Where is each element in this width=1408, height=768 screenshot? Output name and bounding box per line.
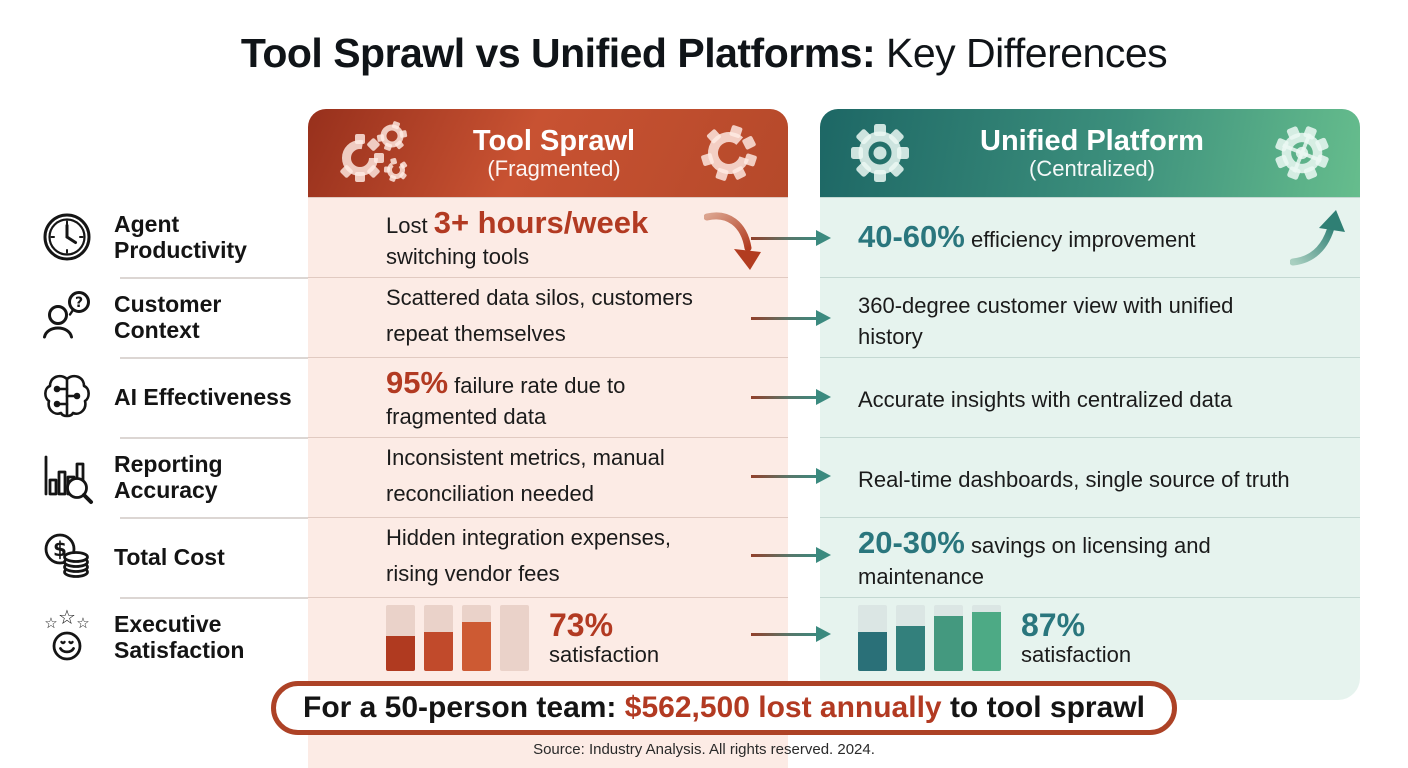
satisfaction-bar-chart-sprawl — [386, 604, 529, 671]
row-label-customer-context: ? Customer Context — [36, 277, 310, 357]
unified-platform-title-text: Unified Platform — [980, 125, 1204, 158]
unified-cell-reporting-accuracy: Real-time dashboards, single source of t… — [820, 437, 1360, 517]
svg-text:☆: ☆ — [76, 614, 89, 632]
cell-highlight: 40-60% — [858, 219, 965, 255]
unified-platform-header: Unified Platform (Centralized) — [820, 109, 1360, 197]
gear-centralized-right-icon — [1270, 121, 1334, 185]
sprawl-cell-executive-satisfaction: 73% satisfaction — [308, 597, 788, 677]
sprawl-cell-total-cost: Hidden integration expenses, rising vend… — [308, 517, 788, 597]
cell-text: Accurate insights with centralized data — [858, 387, 1233, 413]
cell-text: switching tools — [386, 244, 530, 270]
cost-callout-banner: For a 50-person team: $562,500 lost annu… — [271, 681, 1177, 735]
tool-sprawl-subtitle-text: (Fragmented) — [487, 155, 621, 181]
satisfaction-caption: satisfaction — [1021, 641, 1132, 667]
flow-arrow-icon — [751, 310, 831, 326]
cell-text: Hidden integration expenses, rising vend… — [386, 525, 671, 586]
sprawl-cell-customer-context: Scattered data silos, customers repeat t… — [308, 277, 788, 357]
flow-arrow-icon — [751, 626, 831, 642]
unified-cell-customer-context: 360-degree customer view with unified hi… — [820, 277, 1360, 357]
unified-cell-executive-satisfaction: 87% satisfaction — [820, 597, 1360, 677]
unified-cell-agent-productivity: 40-60% efficiency improvement — [820, 197, 1360, 277]
row-label-executive-satisfaction: ☆ ☆ ☆ Executive Satisfaction — [36, 597, 310, 677]
row-label-text: Customer Context — [114, 291, 222, 343]
clock-icon — [36, 206, 98, 268]
tool-sprawl-title: Tool Sprawl (Fragmented) — [412, 126, 696, 180]
svg-text:☆: ☆ — [44, 614, 57, 632]
dollar-coins-icon: $ — [36, 526, 98, 588]
sprawl-cell-reporting-accuracy: Inconsistent metrics, manual reconciliat… — [308, 437, 788, 517]
flow-arrow-icon — [751, 547, 831, 563]
cell-text: Real-time dashboards, single source of t… — [858, 467, 1290, 493]
trend-up-icon — [1290, 208, 1346, 268]
cell-highlight: 95% — [386, 365, 449, 401]
page-title-regular: Key Differences — [875, 30, 1168, 76]
flow-arrow-icon — [751, 468, 831, 484]
cell-text: efficiency improvement — [964, 227, 1196, 253]
row-label-text: AI Effectiveness — [114, 384, 292, 410]
smiley-stars-icon: ☆ ☆ ☆ — [36, 606, 98, 668]
row-label-reporting-accuracy: Reporting Accuracy — [36, 437, 310, 517]
gears-fragmented-icon — [334, 118, 412, 188]
cell-text: 360-degree customer view with unified hi… — [858, 293, 1234, 350]
unified-cell-total-cost: 20-30% savings on licensing and maintena… — [820, 517, 1360, 597]
unified-cell-ai-effectiveness: Accurate insights with centralized data — [820, 357, 1360, 437]
page-title: Tool Sprawl vs Unified Platforms: Key Di… — [0, 30, 1408, 77]
cell-highlight: 20-30% — [858, 525, 965, 561]
brain-circuit-icon — [36, 366, 98, 428]
flow-arrow-icon — [751, 389, 831, 405]
unified-platform-subtitle-text: (Centralized) — [1029, 155, 1155, 181]
gear-fragmented-right-icon — [696, 120, 762, 186]
svg-text:$: $ — [53, 537, 67, 561]
tool-sprawl-header: Tool Sprawl (Fragmented) — [308, 109, 788, 197]
satisfaction-value: 73% — [549, 607, 614, 644]
row-label-text: Reporting Accuracy — [114, 451, 223, 503]
row-label-total-cost: $ Total Cost — [36, 517, 310, 597]
flow-arrow-icon — [751, 230, 831, 246]
trend-down-icon — [704, 210, 762, 272]
tool-sprawl-panel: Tool Sprawl (Fragmented) — [308, 109, 788, 768]
banner-text: For a 50-person team: — [303, 691, 625, 724]
cell-text: Inconsistent metrics, manual reconciliat… — [386, 445, 665, 506]
row-label-text: Agent Productivity — [114, 211, 247, 263]
cell-text: failure rate due to fragmented data — [386, 373, 626, 430]
customer-question-icon: ? — [36, 286, 98, 348]
source-footnote: Source: Industry Analysis. All rights re… — [533, 741, 875, 758]
gear-centralized-icon — [846, 119, 914, 187]
chart-magnifier-icon — [36, 446, 98, 508]
sprawl-cell-agent-productivity: Lost 3+ hours/week switching tools — [308, 197, 788, 277]
row-label-ai-effectiveness: AI Effectiveness — [36, 357, 310, 437]
cell-text: savings on licensing and maintenance — [858, 533, 1211, 590]
cell-text: Lost — [386, 213, 434, 239]
tool-sprawl-title-text: Tool Sprawl — [472, 125, 636, 158]
svg-text:☆: ☆ — [58, 609, 76, 629]
unified-platform-title: Unified Platform (Centralized) — [914, 126, 1270, 180]
page-title-bold: Tool Sprawl vs Unified Platforms: — [240, 30, 876, 76]
row-label-agent-productivity: Agent Productivity — [36, 197, 306, 277]
cell-text: Scattered data silos, customers repeat t… — [386, 285, 693, 346]
unified-platform-panel: Unified Platform (Centralized) — [820, 109, 1360, 700]
row-labels-column: Agent Productivity ? Customer Context — [36, 197, 310, 677]
svg-text:?: ? — [75, 295, 83, 311]
satisfaction-caption: satisfaction — [549, 641, 660, 667]
row-label-text: Executive Satisfaction — [114, 611, 245, 663]
banner-text: to tool sprawl — [941, 691, 1145, 724]
satisfaction-value: 87% — [1021, 607, 1086, 644]
cell-highlight: 3+ hours/week — [433, 205, 649, 241]
row-label-text: Total Cost — [114, 544, 225, 570]
banner-highlight: $562,500 lost annually — [624, 691, 942, 724]
sprawl-cell-ai-effectiveness: 95% failure rate due to fragmented data — [308, 357, 788, 437]
satisfaction-bar-chart-unified — [858, 604, 1001, 671]
